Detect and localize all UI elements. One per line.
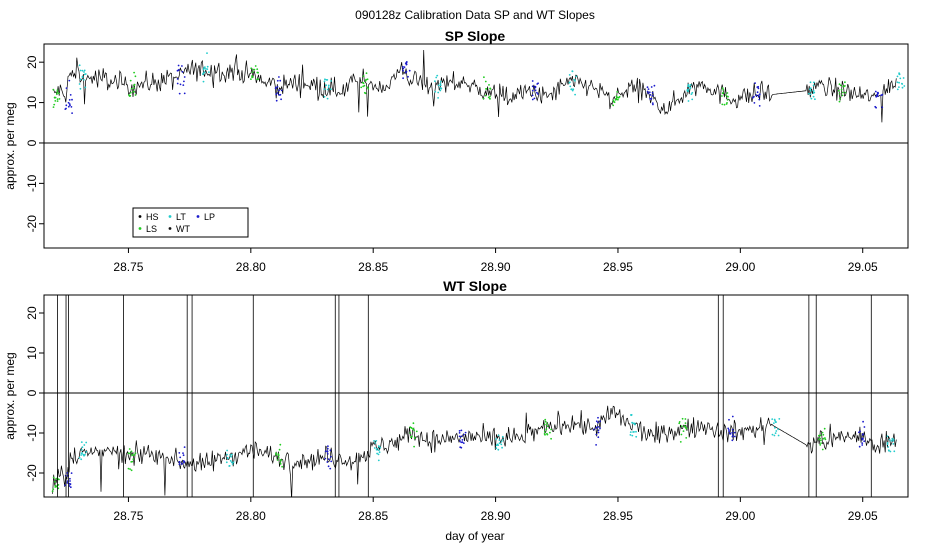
sp-slope-y-tick-label: -20 <box>25 215 39 233</box>
sp-slope-y-tick-label: 20 <box>25 55 39 69</box>
sp-slope-x-tick-label: 28.80 <box>236 260 266 274</box>
sp-slope-x-tick-label: 28.90 <box>481 260 511 274</box>
wt-slope-x-tick-label: 29.00 <box>725 509 755 523</box>
wt-slope-y-tick-label: 20 <box>25 306 39 320</box>
legend-marker-ls <box>138 227 142 230</box>
sp-slope-panel: SP Slope -20 -10 0 10 20 28.75 28.80 28.85 28.90… <box>3 28 909 274</box>
legend: HS LT LP LS WT <box>132 207 249 238</box>
x-axis-label: day of year <box>445 529 504 543</box>
legend-marker-wt <box>168 227 172 230</box>
sp-slope-x-tick-label: 28.85 <box>358 260 388 274</box>
legend-marker-lt <box>168 215 172 218</box>
wt-slope-x-tick-label: 28.90 <box>481 509 511 523</box>
sp-slope-trace <box>52 49 897 123</box>
wt-slope-x-tick-label: 28.85 <box>358 509 388 523</box>
wt-slope-spikes <box>57 295 872 497</box>
sp-slope-x-tick-label: 29.05 <box>848 260 878 274</box>
sp-slope-y-tick-label: -10 <box>25 174 39 192</box>
wt-slope-x-tick-label: 28.95 <box>603 509 633 523</box>
wt-slope-x-tick-label: 28.80 <box>236 509 266 523</box>
wt-slope-y-tick-label: 10 <box>25 346 39 360</box>
sp-slope-title: SP Slope <box>445 28 506 44</box>
legend-label-ls: LS <box>146 224 157 234</box>
wt-slope-calibration-markers <box>51 414 896 493</box>
sp-slope-plot-frame <box>43 43 909 249</box>
wt-slope-title: WT Slope <box>443 278 507 294</box>
legend-label-lt: LT <box>176 212 186 222</box>
sp-slope-calibration-markers <box>52 52 906 114</box>
legend-label-hs: HS <box>146 212 159 222</box>
wt-slope-x-tick-label: 28.75 <box>113 509 143 523</box>
legend-label-lp: LP <box>204 212 215 222</box>
wt-slope-trace <box>52 405 897 497</box>
sp-slope-y-tick-label: 10 <box>25 96 39 110</box>
wt-slope-plot-frame <box>43 294 909 498</box>
legend-box <box>132 207 249 238</box>
wt-slope-y-axis-label: approx. per meg <box>3 352 17 439</box>
figure-title: 090128z Calibration Data SP and WT Slope… <box>355 8 595 22</box>
sp-slope-x-tick-label: 28.75 <box>113 260 143 274</box>
sp-slope-x-tick-label: 28.95 <box>603 260 633 274</box>
legend-label-wt: WT <box>176 224 190 234</box>
sp-slope-x-tick-label: 29.00 <box>725 260 755 274</box>
wt-slope-y-tick-label: -20 <box>25 464 39 482</box>
wt-slope-y-tick-label: 0 <box>25 389 39 396</box>
sp-slope-plot-area: -20 -10 0 10 20 28.75 28.80 28.85 28.90 28.95 29.0… <box>25 49 908 274</box>
legend-marker-hs <box>138 215 142 218</box>
sp-slope-y-tick-label: 0 <box>25 139 39 146</box>
wt-slope-y-tick-label: -10 <box>25 424 39 442</box>
legend-marker-lp <box>196 215 200 218</box>
wt-slope-panel: WT Slope -20 -10 0 10 20 28.75 28.80 28.85 28.90… <box>3 278 909 543</box>
wt-slope-plot-area: -20 -10 0 10 20 28.75 28.80 28.85 28.90 28.95 29.0… <box>25 295 908 523</box>
sp-slope-y-axis-label: approx. per meg <box>3 102 17 189</box>
wt-slope-x-tick-label: 29.05 <box>848 509 878 523</box>
